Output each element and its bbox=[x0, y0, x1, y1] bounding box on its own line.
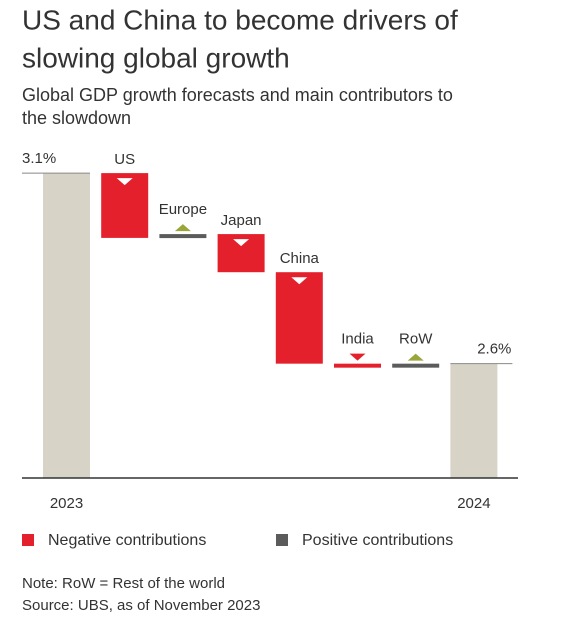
x-tick-label: 2024 bbox=[457, 495, 490, 512]
chart-subtitle: the slowdown bbox=[22, 108, 131, 128]
negative-bar bbox=[334, 363, 381, 368]
legend-swatch bbox=[22, 534, 34, 546]
down-marker bbox=[233, 239, 250, 247]
note: Source: UBS, as of November 2023 bbox=[22, 597, 260, 614]
legend-label: Positive contributions bbox=[302, 532, 453, 549]
down-marker bbox=[116, 178, 133, 186]
total-bar bbox=[43, 173, 90, 478]
category-label: Europe bbox=[159, 201, 207, 218]
category-label: RoW bbox=[399, 331, 433, 348]
category-label: China bbox=[280, 250, 320, 267]
category-label: India bbox=[341, 331, 374, 348]
category-label: US bbox=[114, 151, 135, 168]
positive-bar bbox=[392, 363, 440, 368]
value-label: 3.1% bbox=[22, 150, 56, 167]
note: Note: RoW = Rest of the world bbox=[22, 575, 225, 592]
chart-title: slowing global growth bbox=[22, 42, 290, 73]
value-label: 2.6% bbox=[477, 341, 511, 358]
down-marker bbox=[291, 277, 308, 285]
chart-subtitle: Global GDP growth forecasts and main con… bbox=[22, 85, 453, 105]
down-marker bbox=[349, 353, 366, 361]
up-marker bbox=[174, 224, 191, 232]
positive-bar bbox=[159, 234, 207, 239]
negative-bar bbox=[275, 272, 323, 364]
x-tick-label: 2023 bbox=[50, 495, 83, 512]
legend-label: Negative contributions bbox=[48, 532, 206, 549]
legend-swatch bbox=[276, 534, 288, 546]
up-marker bbox=[407, 353, 424, 361]
chart-title: US and China to become drivers of bbox=[22, 4, 458, 35]
category-label: Japan bbox=[221, 212, 262, 229]
total-bar bbox=[450, 363, 498, 478]
